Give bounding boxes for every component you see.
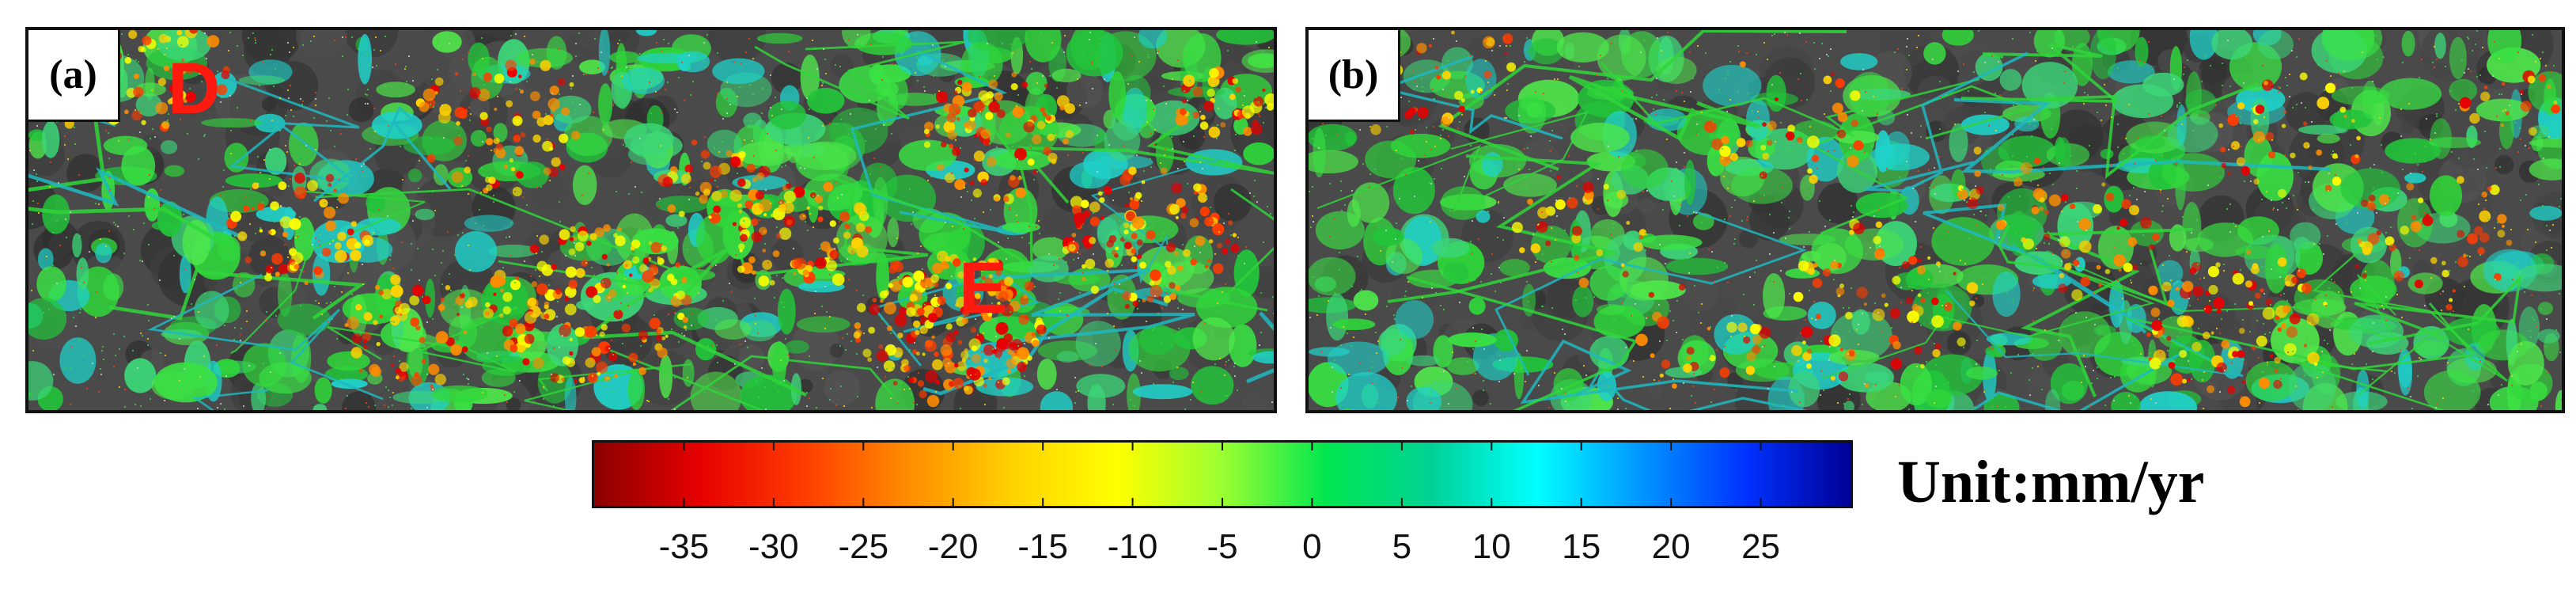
panel-label-a: (a) (28, 30, 120, 122)
region-marker-e: E (959, 248, 1008, 329)
map-panel-a: (a) D E (25, 27, 1277, 413)
colorbar (592, 440, 1853, 508)
colorbar-tick-label: 20 (1651, 527, 1691, 566)
deformation-map-b (1309, 30, 2562, 410)
colorbar-tick-label: 5 (1392, 527, 1412, 566)
colorbar-tick-label: -30 (748, 527, 799, 566)
colorbar-tick-label: -15 (1017, 527, 1068, 566)
colorbar-tick-label: 0 (1302, 527, 1322, 566)
colorbar-unit-label: Unit:mm/yr (1897, 449, 2205, 515)
region-marker-d: D (168, 48, 221, 129)
colorbar-tick-label: 15 (1562, 527, 1601, 566)
colorbar-tick-label: 10 (1472, 527, 1511, 566)
colorbar-tick-label: -10 (1107, 527, 1158, 566)
colorbar-tick-label: -35 (658, 527, 710, 566)
deformation-map-a (28, 30, 1274, 410)
colorbar-tick-label: 25 (1741, 527, 1781, 566)
colorbar-gradient (594, 443, 1851, 506)
colorbar-tick-label: -5 (1207, 527, 1238, 566)
colorbar-tick-label: -20 (927, 527, 979, 566)
map-panel-b: (b) (1305, 27, 2565, 413)
panel-label-b: (b) (1309, 30, 1400, 122)
colorbar-tick-label: -25 (838, 527, 889, 566)
